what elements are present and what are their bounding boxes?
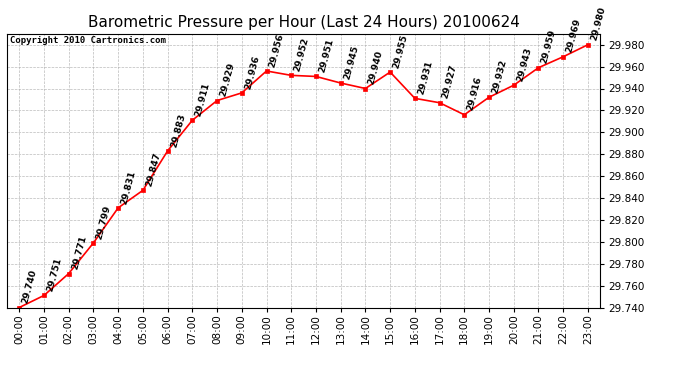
Text: 29.883: 29.883: [169, 112, 187, 148]
Text: 29.955: 29.955: [391, 33, 409, 69]
Text: 29.751: 29.751: [46, 256, 63, 292]
Text: 29.911: 29.911: [194, 81, 211, 117]
Text: 29.956: 29.956: [268, 32, 286, 68]
Text: 29.929: 29.929: [219, 62, 236, 98]
Text: 29.940: 29.940: [367, 50, 384, 86]
Text: 29.951: 29.951: [317, 38, 335, 74]
Text: 29.952: 29.952: [293, 37, 310, 73]
Text: 29.959: 29.959: [540, 29, 558, 65]
Text: 29.931: 29.931: [416, 60, 434, 96]
Text: 29.932: 29.932: [491, 58, 508, 94]
Text: 29.980: 29.980: [589, 6, 607, 42]
Text: 29.969: 29.969: [564, 18, 582, 54]
Title: Barometric Pressure per Hour (Last 24 Hours) 20100624: Barometric Pressure per Hour (Last 24 Ho…: [88, 15, 520, 30]
Text: Copyright 2010 Cartronics.com: Copyright 2010 Cartronics.com: [10, 36, 166, 45]
Text: 29.771: 29.771: [70, 235, 88, 271]
Text: 29.943: 29.943: [515, 46, 533, 82]
Text: 29.847: 29.847: [144, 152, 162, 188]
Text: 29.936: 29.936: [243, 54, 261, 90]
Text: 29.799: 29.799: [95, 204, 112, 240]
Text: 29.740: 29.740: [21, 269, 39, 305]
Text: 29.916: 29.916: [466, 76, 484, 112]
Text: 29.831: 29.831: [119, 169, 137, 205]
Text: 29.945: 29.945: [342, 44, 359, 80]
Text: 29.927: 29.927: [441, 64, 459, 100]
